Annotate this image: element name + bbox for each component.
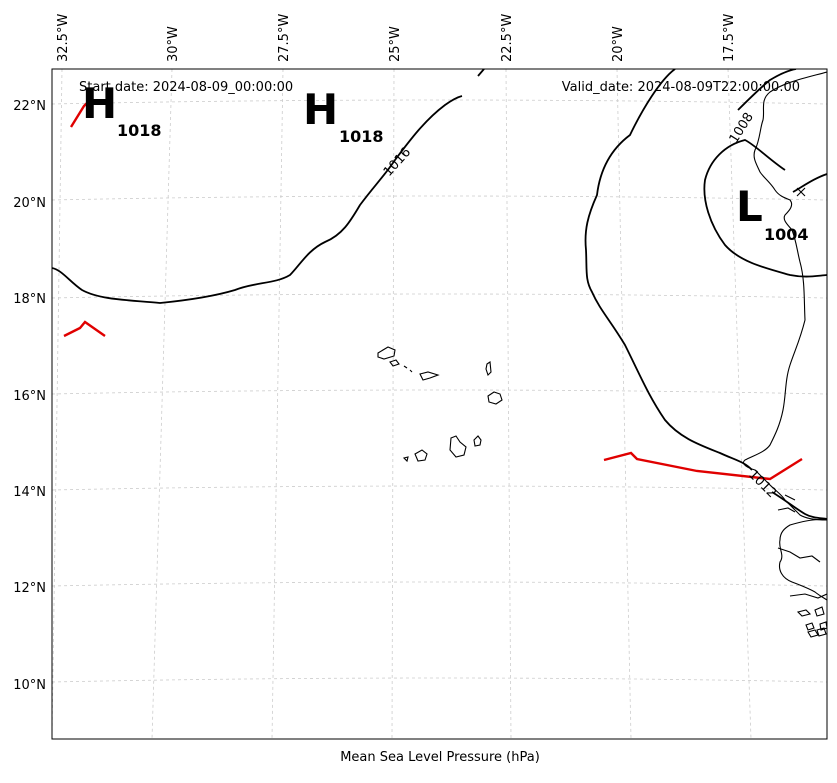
meridian-30w [151, 69, 173, 739]
parallel-12n [52, 581, 827, 587]
lat-label-20n: 20°N [13, 196, 46, 211]
front-west [63, 320, 106, 338]
x-axis-title: Mean Sea Level Pressure (hPa) [340, 750, 540, 765]
meridian-20w [616, 69, 632, 739]
parallel-22n [52, 99, 827, 105]
isobar-1016-top [477, 69, 485, 77]
start-date-label: Start date: 2024-08-09_00:00:00 [79, 80, 293, 95]
high-pressure-symbol-west: H [82, 79, 117, 128]
front-west-top [69, 99, 91, 128]
gambia-river [777, 494, 796, 513]
lat-label-18n: 18°N [13, 292, 46, 307]
coast-detail [777, 547, 827, 599]
high-pressure-value-central: 1018 [339, 127, 384, 146]
map-frame [51, 68, 828, 740]
lon-label-17-5w: 17.5°W [722, 14, 737, 62]
parallel-16n [52, 389, 827, 395]
lon-label-32-5w: 32.5°W [56, 14, 71, 62]
low-pressure-value: 1004 [764, 225, 809, 244]
meridian-17-5w [727, 69, 752, 739]
meridian-25w [391, 69, 395, 739]
lon-label-22-5w: 22.5°W [500, 14, 515, 62]
graticule [52, 69, 827, 739]
cape-verde-islands [377, 346, 503, 463]
high-pressure-symbol-central: H [303, 85, 338, 134]
isobar-1008-top [737, 69, 797, 111]
meridian-32-5w [52, 69, 63, 739]
meridian-22-5w [505, 69, 512, 739]
lon-label-30w: 30°W [166, 26, 181, 62]
lat-label-12n: 12°N [13, 581, 46, 596]
lon-label-20w: 20°W [611, 26, 626, 62]
senegal-guinea-coast [778, 518, 827, 601]
valid-date-label: Valid_date: 2024-08-09T22:00:00.00 [562, 80, 800, 95]
isobar-1008 [703, 139, 827, 278]
isobar-1012-lower [771, 491, 827, 520]
low-pressure-symbol: L [736, 182, 763, 231]
lon-label-27-5w: 27.5°W [277, 14, 292, 62]
parallel-10n [52, 677, 827, 683]
isobar-1016 [52, 95, 463, 304]
parallel-14n [52, 485, 827, 491]
latitude-tick-labels: 22°N 20°N 18°N 16°N 14°N 12°N 10°N [13, 99, 46, 693]
high-pressure-value-west: 1018 [117, 121, 162, 140]
parallel-18n [52, 293, 827, 299]
african-coastline [742, 71, 827, 521]
meridian-27-5w [271, 69, 284, 739]
bijagos-islands [796, 606, 827, 638]
lat-label-10n: 10°N [13, 678, 46, 693]
longitude-tick-labels: 32.5°W 30°W 27.5°W 25°W 22.5°W 20°W 17.5… [56, 14, 737, 62]
lat-label-16n: 16°N [13, 389, 46, 404]
lat-label-14n: 14°N [13, 485, 46, 500]
front-east [603, 451, 803, 481]
lon-label-25w: 25°W [388, 26, 403, 62]
map-area [52, 69, 827, 739]
l-center-marker-x [796, 187, 806, 197]
lat-label-22n: 22°N [13, 99, 46, 114]
parallel-20n [52, 195, 827, 201]
isobar-1012 [584, 69, 753, 471]
